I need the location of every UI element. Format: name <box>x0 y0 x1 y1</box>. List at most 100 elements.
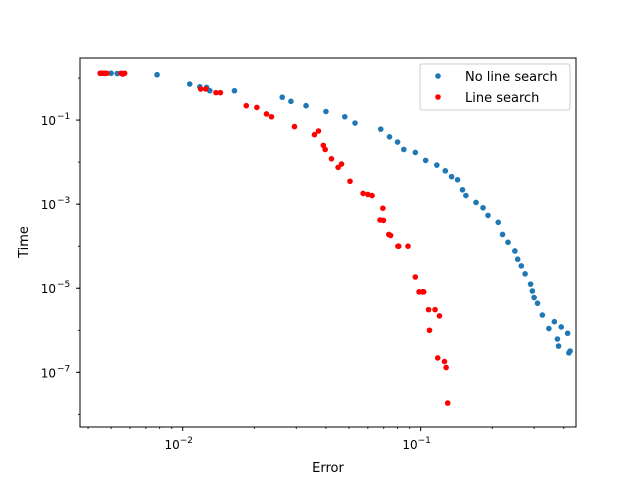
data-point <box>534 300 541 307</box>
data-point <box>422 157 429 164</box>
data-point <box>323 108 329 115</box>
x-tick-label: 10−2 <box>164 436 193 452</box>
data-point <box>328 156 335 162</box>
series-1 <box>97 70 451 406</box>
y-tick-label: 10 <box>41 114 56 128</box>
data-point <box>412 274 419 280</box>
data-point <box>394 139 401 145</box>
data-point <box>432 306 438 313</box>
data-point <box>425 306 432 313</box>
data-point <box>442 168 449 174</box>
data-point <box>154 71 160 78</box>
data-point <box>186 81 193 87</box>
data-point <box>426 327 433 334</box>
y-tick-exponent: −5 <box>57 280 70 290</box>
data-point <box>564 330 571 337</box>
axis-ticks: 10−2 10−110−710−510−310−1 <box>41 77 565 452</box>
data-point <box>263 111 270 117</box>
data-point <box>231 87 238 94</box>
data-point <box>551 318 558 325</box>
data-point <box>473 199 479 206</box>
data-point <box>202 86 209 92</box>
data-point <box>514 256 521 263</box>
data-point <box>288 98 294 105</box>
data-point <box>401 146 407 153</box>
x-tick-exponent: −2 <box>180 436 193 446</box>
data-point <box>322 146 328 153</box>
y-tick-label: 10 <box>41 198 56 212</box>
data-point <box>387 232 394 239</box>
data-point <box>213 89 219 96</box>
data-point <box>217 89 224 96</box>
data-point <box>380 205 386 212</box>
x-tick-exponent: −1 <box>418 436 431 446</box>
legend-label-no-line-search: No line search <box>465 70 558 85</box>
data-point <box>420 289 427 295</box>
data-point <box>505 239 511 246</box>
data-point <box>121 70 128 77</box>
data-series <box>97 70 573 406</box>
data-point <box>360 190 366 197</box>
data-point <box>463 192 469 199</box>
data-point <box>436 313 443 319</box>
data-point <box>529 288 536 294</box>
data-point <box>395 243 402 249</box>
legend-box <box>419 63 571 111</box>
y-tick-label: 10 <box>41 282 56 296</box>
data-point <box>527 281 534 287</box>
data-point <box>448 173 455 180</box>
y-tick-label: 10 <box>41 366 56 380</box>
data-point <box>441 358 448 365</box>
plot-area <box>79 57 577 428</box>
data-point <box>405 243 411 249</box>
data-point <box>197 86 204 92</box>
data-point <box>444 400 451 406</box>
data-point <box>434 162 440 168</box>
legend-marker-no-line-search <box>435 73 441 79</box>
data-point <box>365 191 371 198</box>
data-point <box>380 217 387 224</box>
y-axis-label: Time <box>17 226 32 259</box>
y-tick-exponent: −7 <box>57 364 70 374</box>
data-point <box>243 102 250 109</box>
data-point <box>352 120 358 126</box>
data-point <box>558 324 565 330</box>
data-point <box>268 113 275 120</box>
data-point <box>567 348 573 354</box>
data-point <box>377 126 384 132</box>
legend: No line search Line search <box>419 63 571 111</box>
data-point <box>518 263 525 269</box>
data-point <box>454 176 461 183</box>
data-point <box>485 212 491 219</box>
data-point <box>459 186 466 193</box>
data-point <box>499 231 506 238</box>
data-point <box>315 128 322 134</box>
data-point <box>254 104 260 111</box>
x-axis-label: Error <box>312 461 344 476</box>
data-point <box>338 161 345 167</box>
data-point <box>443 364 449 371</box>
y-tick-exponent: −1 <box>57 112 70 122</box>
data-point <box>539 312 546 318</box>
data-point <box>412 149 419 156</box>
data-point <box>347 178 353 185</box>
y-tick-exponent: −3 <box>57 196 70 206</box>
data-point <box>104 70 110 77</box>
data-point <box>369 192 375 199</box>
legend-marker-line-search <box>435 94 441 100</box>
data-point <box>279 94 286 101</box>
data-point <box>311 131 318 138</box>
data-point <box>512 248 518 254</box>
data-point <box>291 123 298 130</box>
data-point <box>386 134 393 140</box>
data-point <box>480 204 486 211</box>
data-point <box>546 325 552 332</box>
data-point <box>555 343 562 349</box>
legend-label-line-search: Line search <box>465 91 539 106</box>
data-point <box>341 113 348 120</box>
data-point <box>303 102 309 109</box>
series-0 <box>97 70 573 356</box>
x-tick-label: 10−1 <box>402 436 431 452</box>
data-point <box>434 355 441 361</box>
